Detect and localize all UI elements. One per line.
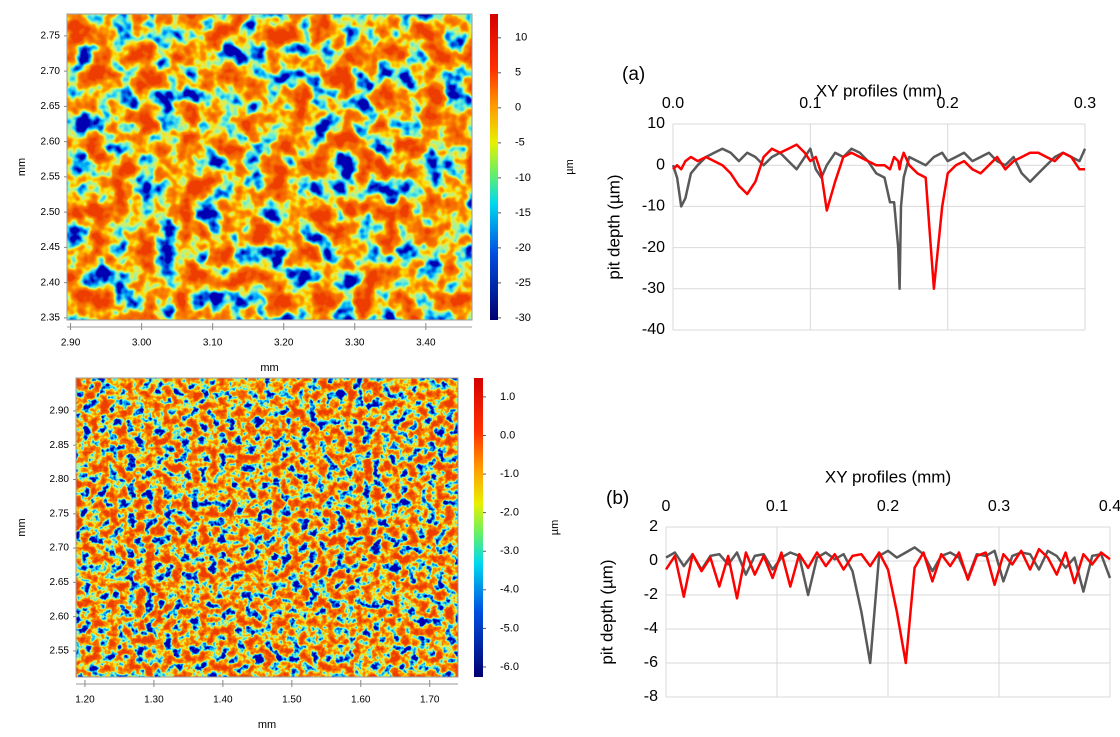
x-tick-label: 0.1 [799,95,821,112]
x-axis-label: mm [258,719,276,731]
colorbar-tick-label: -20 [515,242,531,254]
y-tick-label: 2.85 [50,440,70,451]
y-tick-label: -8 [644,688,658,705]
y-tick-label: 2.35 [41,313,61,324]
colorbar-tick-label: -10 [515,172,531,184]
y-tick-label: 2.90 [50,406,70,417]
x-tick-label: 1.60 [351,695,371,706]
x-tick-label: 0.2 [877,498,899,515]
x-tick-label: 1.30 [144,695,164,706]
y-tick-label: 2.75 [41,30,61,41]
profile-line [672,143,1085,291]
y-tick-label: 2.80 [50,474,70,485]
colorbar-tick-label: 0 [515,102,521,114]
y-tick-label: 0 [656,156,665,173]
x-tick-label: 1.70 [420,695,440,706]
y-axis-label: mm [16,158,28,176]
y-tick-label: 2.70 [50,543,70,554]
colorbar-tick-label: -30 [515,312,531,324]
panel-label: (a) [622,64,645,85]
x-tick-label: 1.50 [282,695,302,706]
colorbar-tick-label: 1.0 [500,391,515,403]
y-tick-label: 2.60 [50,611,70,622]
y-tick-label: 2.70 [41,66,61,77]
x-tick-label: 0.1 [766,498,788,515]
x-tick-label: 0.4 [1099,498,1120,515]
x-axis-label: mm [260,362,278,374]
profile-line [665,546,1112,665]
x-tick-label: 3.00 [132,338,152,349]
profile-line [664,547,1111,665]
profile-line [671,147,1087,291]
y-tick-label: 2.45 [41,242,61,253]
y-tick-label: -40 [642,321,665,338]
y-tick-label: 10 [647,115,665,132]
colorbar-tick-label: -2.0 [500,507,519,519]
colorbar-tick-label: -5 [515,137,525,149]
y-tick-label: -2 [644,586,658,603]
colorbar-tick-label: 0.0 [500,429,515,441]
y-tick-label: 2.40 [41,277,61,288]
colorbar-tick-label: -6.0 [500,661,519,673]
y-tick-label: 2.55 [50,646,70,657]
x-tick-label: 0.2 [937,95,959,112]
y-tick-label: -30 [642,280,665,297]
y-tick-label: 2.65 [50,577,70,588]
colorbar-tick-label: 5 [515,67,521,79]
colorbar-tick-label: -15 [515,207,531,219]
plot-frame [75,377,459,678]
x-tick-label: 3.10 [203,338,223,349]
y-tick-label: 2.55 [41,172,61,183]
colorbar-tick-label: -5.0 [500,622,519,634]
x-tick-label: 3.40 [416,338,436,349]
x-tick-label: 3.20 [274,338,294,349]
x-tick-label: 0.0 [662,95,684,112]
y-tick-label: 2 [649,518,658,535]
x-tick-label: 1.40 [213,695,233,706]
y-axis-label: pit depth (µm) [604,174,623,279]
x-tick-label: 0 [662,498,671,515]
panel-label: (b) [606,488,629,509]
y-tick-label: 2.75 [50,508,70,519]
colorbar-tick-label: 10 [515,32,527,44]
y-tick-label: 2.50 [41,207,61,218]
y-tick-label: -6 [644,654,658,671]
colorbar-label: µm [564,159,576,175]
colorbar-tick-label: -3.0 [500,545,519,557]
y-tick-label: 0 [649,552,658,569]
x-tick-label: 0.3 [1074,95,1096,112]
surface-map [76,378,458,677]
x-tick-label: 1.20 [75,695,95,706]
colorbar [474,378,483,677]
x-axis-label: XY profiles (mm) [816,81,942,100]
y-tick-label: 2.65 [41,101,61,112]
x-tick-label: 3.30 [345,338,365,349]
colorbar-tick-label: -25 [515,277,531,289]
colorbar-tick-label: -1.0 [500,468,519,480]
x-tick-label: 0.3 [988,498,1010,515]
y-tick-label: -10 [642,198,665,215]
y-axis-label: pit depth (µm) [597,559,616,664]
colorbar [490,14,498,320]
y-tick-label: 2.60 [41,136,61,147]
x-tick-label: 2.90 [61,338,81,349]
y-axis-label: mm [16,518,28,536]
colorbar-label: µm [549,520,561,536]
y-tick-label: -20 [642,239,665,256]
colorbar-tick-label: -4.0 [500,584,519,596]
x-axis-label: XY profiles (mm) [825,467,951,486]
y-tick-label: -4 [644,620,658,637]
plot-frame [66,13,473,321]
surface-map [67,14,472,320]
